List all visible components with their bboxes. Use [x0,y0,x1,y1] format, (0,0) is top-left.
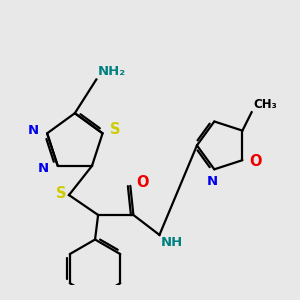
Text: N: N [27,124,39,137]
Text: S: S [110,122,121,137]
Text: S: S [56,186,67,201]
Text: NH: NH [161,236,183,249]
Text: CH₃: CH₃ [253,98,277,111]
Text: O: O [136,175,148,190]
Text: NH₂: NH₂ [98,65,126,78]
Text: N: N [38,162,49,175]
Text: O: O [249,154,262,169]
Text: N: N [207,175,218,188]
